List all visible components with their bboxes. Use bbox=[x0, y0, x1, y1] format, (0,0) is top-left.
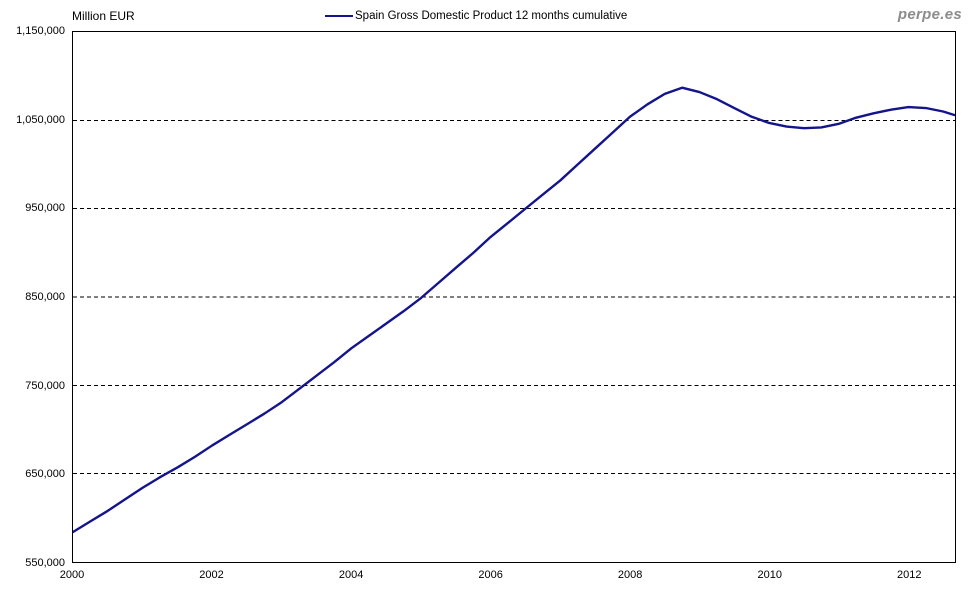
y-tick-label: 550,000 bbox=[25, 557, 65, 569]
x-tick-label: 2010 bbox=[757, 569, 782, 581]
y-tick-label: 1,050,000 bbox=[16, 113, 65, 126]
legend-line-swatch bbox=[325, 15, 353, 17]
y-axis-unit-label: Million EUR bbox=[72, 9, 135, 23]
y-tick-label: 950,000 bbox=[25, 202, 65, 215]
y-tick-label: 1,150,000 bbox=[16, 25, 65, 37]
plot-area bbox=[72, 31, 956, 563]
y-tick-label: 650,000 bbox=[25, 468, 65, 481]
x-tick-label: 2008 bbox=[617, 569, 643, 581]
y-tick-label: 850,000 bbox=[25, 291, 65, 303]
x-tick-label: 2012 bbox=[897, 569, 922, 581]
legend: Spain Gross Domestic Product 12 months c… bbox=[325, 10, 627, 22]
x-tick-label: 2006 bbox=[478, 569, 503, 581]
watermark-perpe-es: perpe.es bbox=[897, 6, 962, 23]
x-tick-label: 2000 bbox=[59, 569, 85, 581]
x-tick-label: 2002 bbox=[199, 569, 224, 581]
x-tick-label: 2004 bbox=[338, 569, 364, 581]
gdp-series-line bbox=[73, 86, 955, 534]
chart-canvas bbox=[73, 86, 955, 534]
legend-series-label: Spain Gross Domestic Product 12 months c… bbox=[355, 10, 628, 22]
y-tick-label: 750,000 bbox=[25, 379, 65, 392]
